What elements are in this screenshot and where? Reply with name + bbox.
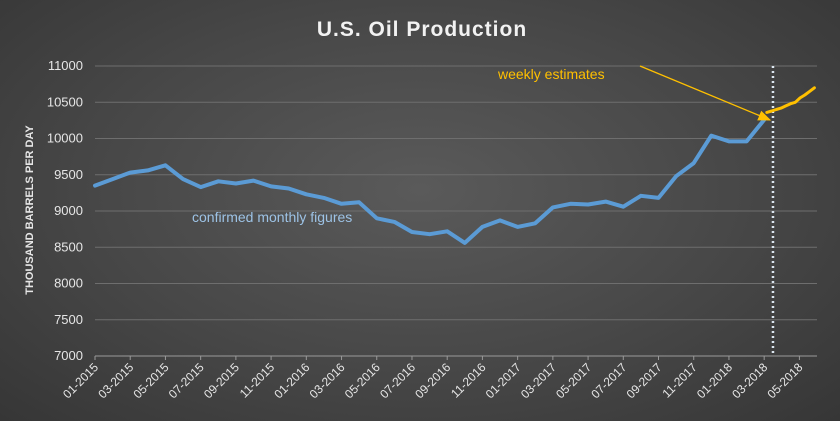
x-tick-label: 01-2016 — [271, 360, 312, 401]
chart-title: U.S. Oil Production — [317, 18, 527, 41]
y-tick-label: 8000 — [54, 276, 83, 291]
y-tick-labels: 7000 7500 8000 8500 9000 9500 10000 10500 11000 — [47, 58, 83, 363]
y-tick-label: 9000 — [54, 203, 83, 218]
y-tick-label: 7500 — [54, 312, 83, 327]
x-tick-label: 05-2016 — [342, 360, 383, 401]
y-tick-label: 10000 — [47, 131, 83, 146]
x-tick-label: 09-2017 — [624, 360, 665, 401]
x-tick-label: 01-2015 — [60, 360, 101, 401]
y-tick-label: 8500 — [54, 239, 83, 254]
y-tick-label: 7000 — [54, 348, 83, 363]
x-tick-label: 01-2017 — [483, 360, 524, 401]
x-tick-label: 03-2018 — [729, 360, 770, 401]
y-tick-label: 11000 — [48, 58, 83, 73]
gridlines — [95, 65, 817, 357]
x-tick-label: 03-2017 — [518, 360, 559, 401]
x-tick-label: 05-2018 — [764, 360, 805, 401]
annotation-monthly: confirmed monthly figures — [192, 209, 352, 225]
series-weekly-line — [765, 86, 816, 114]
series-lines — [93, 86, 816, 245]
y-tick-label: 9500 — [54, 167, 83, 182]
x-tick-label: 11-2015 — [237, 360, 278, 401]
x-tick-label: 05-2017 — [553, 360, 594, 401]
x-tick-label: 09-2016 — [412, 360, 453, 401]
x-tick-label: 01-2018 — [694, 360, 735, 401]
x-tick-label: 11-2016 — [448, 360, 489, 401]
x-tick-label: 03-2015 — [95, 360, 136, 401]
x-tick-label: 05-2015 — [131, 360, 172, 401]
annotation-weekly: weekly estimates — [497, 66, 605, 82]
x-tick-label: 11-2017 — [659, 360, 700, 401]
series-monthly-line — [93, 117, 767, 245]
x-tick-label: 09-2015 — [201, 360, 242, 401]
x-tick-labels: 01-201503-201505-201507-201509-201511-20… — [60, 356, 806, 401]
annotation-arrow — [639, 65, 772, 121]
x-tick-label: 07-2015 — [166, 360, 207, 401]
x-tick-label: 07-2017 — [588, 360, 629, 401]
x-tick-label: 03-2016 — [307, 360, 348, 401]
y-tick-label: 10500 — [47, 94, 83, 109]
y-axis-label: THOUSAND BARRELS PER DAY — [24, 125, 36, 295]
x-tick-label: 07-2016 — [377, 360, 418, 401]
